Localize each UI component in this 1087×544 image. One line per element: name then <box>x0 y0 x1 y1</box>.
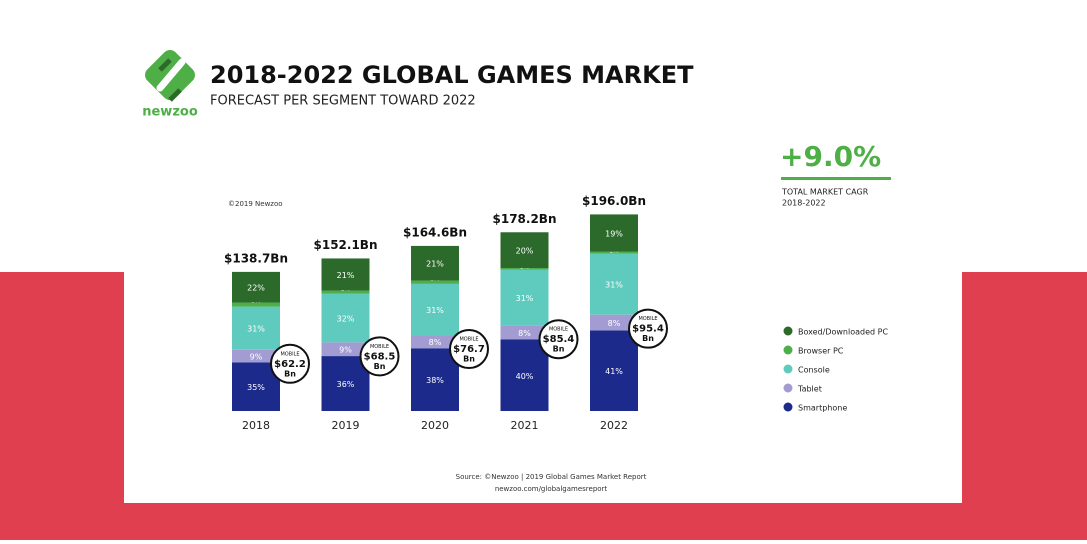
mobile-word: MOBILE <box>459 337 478 343</box>
bar-segment <box>411 283 459 336</box>
x-tick-label: 2020 <box>421 419 449 432</box>
segment-label: 31% <box>426 306 444 315</box>
segment-label: 8% <box>608 319 621 328</box>
mobile-badge <box>449 329 489 370</box>
segment-label: 22% <box>247 284 265 293</box>
segment-label: 36% <box>337 380 355 389</box>
mobile-value: $95.4 <box>632 324 664 335</box>
mobile-badge <box>270 343 310 384</box>
logo-text: newzoo <box>142 105 198 120</box>
bar-segment <box>590 314 638 331</box>
segment-label: 19% <box>605 230 623 239</box>
x-tick-label: 2021 <box>511 419 539 432</box>
segment-label: 21% <box>337 271 355 280</box>
mobile-unit: Bn <box>284 369 296 378</box>
mobile-word: MOBILE <box>370 344 389 350</box>
subtitle: FORECAST PER SEGMENT TOWARD 2022 <box>210 94 476 109</box>
bar-segment <box>232 302 280 307</box>
mobile-value: $76.7 <box>453 344 485 355</box>
mobile-word: MOBILE <box>280 351 299 357</box>
total-label: $138.7Bn <box>224 251 288 265</box>
mobile-word: MOBILE <box>638 316 657 322</box>
segment-label: 38% <box>426 376 444 385</box>
bar-segment <box>411 280 459 284</box>
segment-label: 35% <box>247 383 265 392</box>
mobile-badge <box>538 319 579 360</box>
segment-label: 8% <box>518 329 531 338</box>
segment-label: 40% <box>516 372 534 381</box>
bar-segment <box>232 349 280 363</box>
mobile-value: $68.5 <box>364 351 396 362</box>
bar-segment <box>232 271 280 303</box>
mobile-value: $85.4 <box>543 334 575 345</box>
segment-label: 41% <box>605 367 623 376</box>
copyright: ©2019 Newzoo <box>228 200 283 208</box>
bar-segment <box>232 306 280 350</box>
total-label: $196.0Bn <box>582 194 646 208</box>
bar-segment <box>590 253 638 315</box>
x-tick-label: 2019 <box>332 419 360 432</box>
mobile-unit: Bn <box>553 345 565 354</box>
bar-segment <box>590 251 638 254</box>
total-label: $152.1Bn <box>314 238 378 252</box>
bar-segment <box>411 348 459 411</box>
mobile-unit: Bn <box>374 362 386 371</box>
mobile-value: $62.2 <box>274 359 306 370</box>
source: Source: ©Newzoo | 2019 Global Games Mark… <box>456 473 647 481</box>
cagr-rule <box>781 177 891 180</box>
legend-label: Tablet <box>797 385 822 394</box>
legend-swatch <box>783 364 793 374</box>
bar-segment <box>590 330 638 411</box>
total-label: $164.6Bn <box>403 225 467 239</box>
bar-segment <box>500 268 549 270</box>
title: 2018-2022 GLOBAL GAMES MARKET <box>210 61 694 89</box>
bar-segment <box>321 356 370 411</box>
bar-segment <box>411 245 459 281</box>
bar-segment <box>590 214 638 252</box>
x-tick-label: 2022 <box>600 419 628 432</box>
cagr-period: 2018-2022 <box>782 199 826 208</box>
legend-swatch <box>783 326 793 336</box>
legend-swatch <box>783 383 793 393</box>
legend-label: Boxed/Downloaded PC <box>798 328 888 337</box>
total-label: $178.2Bn <box>493 212 557 226</box>
segment-label: 31% <box>605 281 623 290</box>
legend-label: Smartphone <box>798 404 847 413</box>
cagr-value: +9.0% <box>780 140 881 173</box>
bar-segment <box>411 335 459 349</box>
segment-label: 32% <box>337 314 355 323</box>
bar-segment <box>321 293 370 343</box>
segment-label: 31% <box>247 325 265 334</box>
bar-segment <box>321 342 370 357</box>
legend-label: Console <box>798 366 830 375</box>
bar-segment <box>321 290 370 294</box>
x-tick-label: 2018 <box>242 419 270 432</box>
legend-label: Browser PC <box>798 347 844 356</box>
segment-label: 20% <box>516 247 534 256</box>
legend-swatch <box>783 402 793 412</box>
mobile-badge <box>628 308 668 349</box>
mobile-unit: Bn <box>642 334 654 343</box>
mobile-unit: Bn <box>463 355 475 364</box>
segment-label: 21% <box>426 260 444 269</box>
bar-segment <box>321 258 370 291</box>
segment-label: 9% <box>339 346 352 355</box>
bar-segment <box>500 232 549 269</box>
bar-segment <box>500 269 549 326</box>
segment-label: 31% <box>516 294 534 303</box>
mobile-word: MOBILE <box>549 327 568 333</box>
segment-label: 8% <box>429 338 442 347</box>
segment-label: 9% <box>250 353 263 362</box>
logo-mark <box>145 50 195 102</box>
mobile-badge <box>359 336 400 377</box>
legend-swatch <box>783 345 793 355</box>
bar-segment <box>500 339 549 411</box>
cagr-text: TOTAL MARKET CAGR <box>781 188 869 197</box>
source-url: newzoo.com/globalgamesreport <box>495 485 608 493</box>
bar-segment <box>500 325 549 340</box>
